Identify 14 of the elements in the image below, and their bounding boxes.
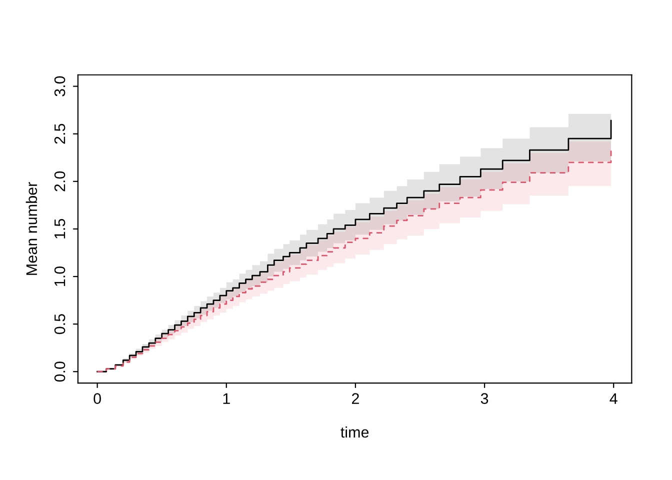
y-tick-label: 0.5 — [54, 314, 66, 334]
y-tick-label: 2.5 — [54, 124, 66, 144]
x-tick-label: 3 — [480, 393, 488, 404]
y-tick-label: 0.0 — [54, 362, 66, 382]
y-tick-label: 2.0 — [54, 171, 66, 192]
y-tick-label: 3.0 — [54, 76, 66, 96]
y-axis-title: Mean number — [26, 182, 38, 275]
x-tick-label: 2 — [352, 393, 359, 404]
x-tick-label: 1 — [223, 393, 230, 404]
x-axis-title: time — [340, 426, 369, 438]
y-tick-label: 1.0 — [54, 266, 66, 286]
x-tick-label: 0 — [94, 393, 101, 404]
y-tick-label: 1.5 — [54, 218, 66, 238]
x-tick-label: 4 — [610, 393, 618, 404]
